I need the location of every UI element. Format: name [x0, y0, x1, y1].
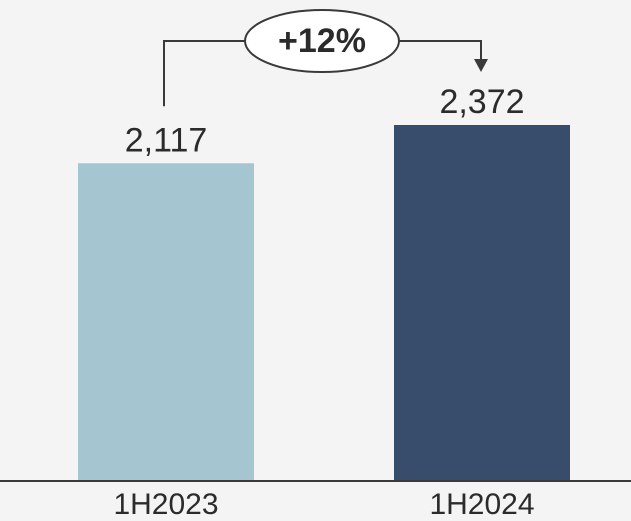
x-tick-label-1h2024: 1H2024 [429, 488, 534, 521]
labels-layer: 2,117 1H2023 2,372 1H2024 [113, 83, 534, 521]
change-percent-label: +12% [278, 22, 366, 60]
arrow-down-icon [474, 59, 488, 72]
bar-1h2023 [78, 163, 254, 482]
bar-1h2024 [394, 125, 570, 481]
data-label-1h2023: 2,117 [125, 121, 208, 159]
data-label-1h2024: 2,372 [439, 83, 524, 121]
bars-layer [78, 125, 570, 482]
change-annotation: +12% [163, 9, 488, 107]
x-tick-label-1h2023: 1H2023 [113, 488, 218, 521]
change-bubble [244, 9, 400, 73]
